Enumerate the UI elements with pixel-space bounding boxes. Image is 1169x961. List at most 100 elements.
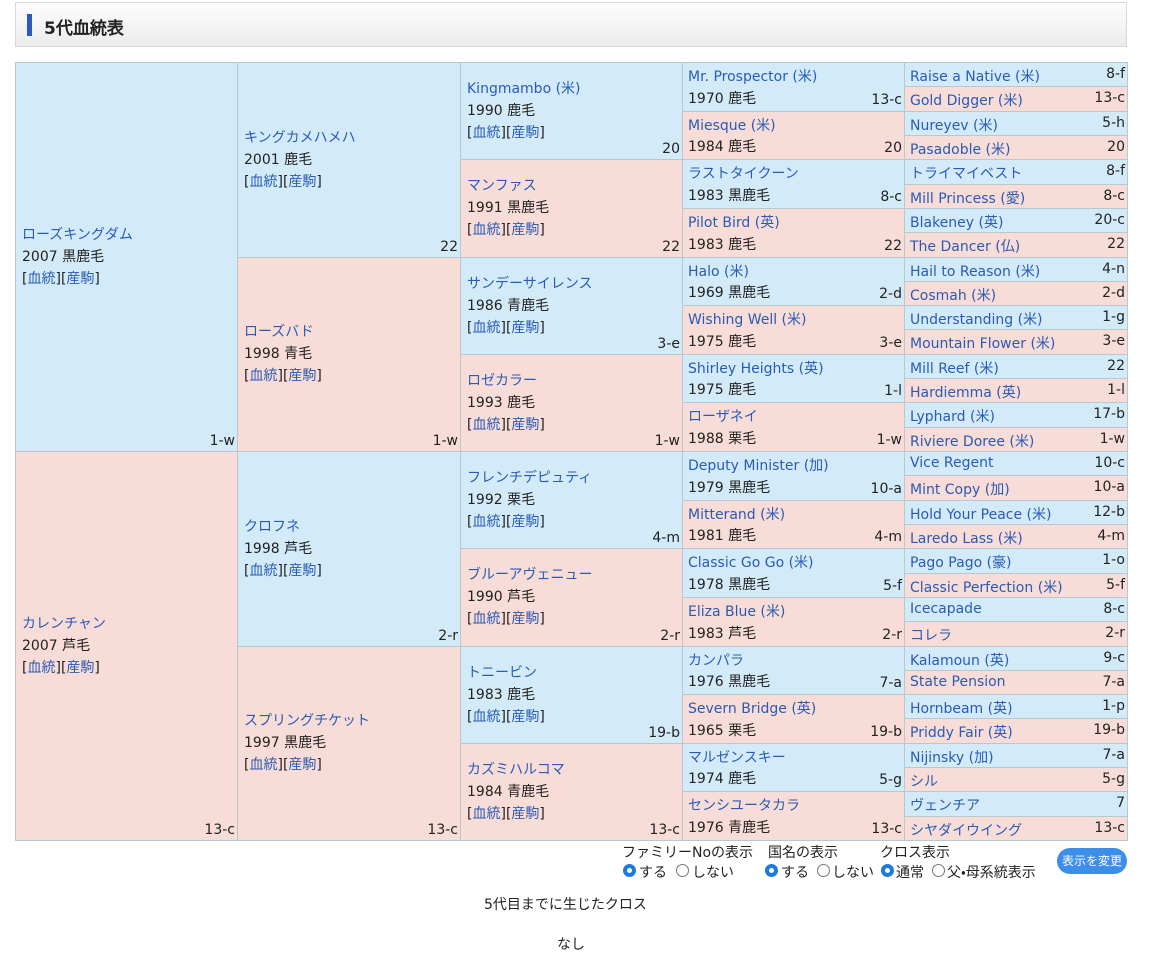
change-button[interactable]: 表示を変更 <box>1057 848 1127 874</box>
horse-name[interactable]: マンファス <box>467 178 537 195</box>
horse-name[interactable]: Riviere Doree (米) <box>910 433 1035 450</box>
link[interactable]: 血統 <box>472 805 501 822</box>
link[interactable]: 産駒 <box>66 660 95 676</box>
link[interactable]: 血統 <box>472 611 501 628</box>
horse-name[interactable]: Cosmah (米) <box>910 287 997 304</box>
horse-name[interactable]: カズミハルコマ <box>467 761 565 778</box>
option-text[interactable]: 父・母系統表示 <box>947 865 1036 881</box>
horse-name[interactable]: Kalamoun (英) <box>910 652 1010 669</box>
horse-name[interactable]: Hardiemma (英) <box>910 385 1022 402</box>
radio[interactable] <box>765 864 778 877</box>
link[interactable]: 血統 <box>249 173 278 190</box>
horse-name[interactable]: フレンチデピュティ <box>467 470 593 487</box>
horse-name[interactable]: Kingmambo (米) <box>467 81 581 98</box>
horse-name[interactable]: Mill Reef (米) <box>910 360 999 377</box>
horse-name[interactable]: Understanding (米) <box>910 312 1043 329</box>
horse-name[interactable]: クロフネ <box>244 518 300 535</box>
horse-name[interactable]: ラストタイクーン <box>688 166 799 183</box>
option-text[interactable]: 通常 <box>896 865 924 881</box>
link[interactable]: 血統 <box>472 416 501 433</box>
link[interactable]: 産駒 <box>288 757 317 774</box>
link[interactable]: 血統 <box>249 562 278 579</box>
horse-name[interactable]: Severn Bridge (英) <box>688 701 817 718</box>
horse-name[interactable]: Vice Regent <box>910 455 994 471</box>
radio[interactable] <box>623 864 636 877</box>
horse-name[interactable]: トライマイベスト <box>910 166 1023 183</box>
link[interactable]: 産駒 <box>288 368 317 385</box>
horse-name[interactable]: Hold Your Peace (米) <box>910 506 1052 523</box>
horse-name[interactable]: State Pension <box>910 673 1006 690</box>
horse-name[interactable]: サンデーサイレンス <box>467 275 593 292</box>
horse-name[interactable]: ブルーアヴェニュー <box>467 567 593 584</box>
link[interactable]: 産駒 <box>511 611 540 628</box>
horse-name[interactable]: Pilot Bird (英) <box>688 214 780 231</box>
horse-name[interactable]: カレンチャン <box>22 616 106 632</box>
link[interactable]: 産駒 <box>511 416 540 433</box>
horse-name[interactable]: Miesque (米) <box>688 117 776 134</box>
horse-name[interactable]: Mountain Flower (米) <box>910 336 1056 353</box>
option-text[interactable]: しない <box>832 865 874 881</box>
radio[interactable] <box>817 864 830 877</box>
horse-name[interactable]: Nijinsky (加) <box>910 749 994 766</box>
horse-name[interactable]: ヴェンチア <box>910 798 980 815</box>
horse-name[interactable]: Lyphard (米) <box>910 409 995 426</box>
horse-name[interactable]: Laredo Lass (米) <box>910 530 1023 547</box>
horse-name[interactable]: Hornbeam (英) <box>910 701 1013 718</box>
horse-name[interactable]: Hail to Reason (米) <box>910 263 1041 280</box>
link[interactable]: 血統 <box>472 125 501 142</box>
horse-name[interactable]: Classic Perfection (米) <box>910 579 1063 596</box>
option-text[interactable]: しない <box>692 865 734 881</box>
horse-name[interactable]: トニービン <box>467 664 537 681</box>
horse-name[interactable]: Icecapade <box>910 600 982 617</box>
horse-name[interactable]: ロゼカラー <box>467 372 537 389</box>
horse-name[interactable]: シヤダイウイング <box>910 822 1022 839</box>
horse-name[interactable]: ローズキングダム <box>22 227 133 243</box>
link[interactable]: 産駒 <box>511 125 540 142</box>
link[interactable]: 血統 <box>472 708 501 725</box>
link[interactable]: 産駒 <box>288 562 317 579</box>
radio[interactable] <box>676 864 689 877</box>
link[interactable]: 産駒 <box>288 173 317 190</box>
link[interactable]: 血統 <box>249 368 278 385</box>
link[interactable]: 血統 <box>472 222 501 239</box>
link[interactable]: 血統 <box>27 660 56 676</box>
horse-name[interactable]: Mr. Prospector (米) <box>688 69 818 85</box>
horse-name[interactable]: ローズバド <box>244 324 314 341</box>
horse-name[interactable]: Mitterand (米) <box>688 506 786 523</box>
horse-name[interactable]: シル <box>910 774 938 791</box>
horse-name[interactable]: Priddy Fair (英) <box>910 725 1013 742</box>
horse-name[interactable]: Shirley Heights (英) <box>688 360 824 377</box>
link[interactable]: 産駒 <box>511 708 540 725</box>
horse-name[interactable]: Wishing Well (米) <box>688 312 807 329</box>
option-text[interactable]: する <box>781 865 809 881</box>
horse-name[interactable]: Classic Go Go (米) <box>688 555 814 572</box>
horse-name[interactable]: コレラ <box>910 628 952 645</box>
link[interactable]: 血統 <box>249 757 278 774</box>
horse-name[interactable]: Raise a Native (米) <box>910 69 1040 85</box>
horse-name[interactable]: Nureyev (米) <box>910 117 998 134</box>
horse-name[interactable]: ローザネイ <box>688 409 758 426</box>
link[interactable]: 産駒 <box>511 514 540 531</box>
link[interactable]: 産駒 <box>511 222 540 239</box>
horse-name[interactable]: Mill Princess (愛) <box>910 190 1026 207</box>
horse-name[interactable]: Mint Copy (加) <box>910 482 1010 499</box>
horse-name[interactable]: スプリングチケット <box>244 713 370 730</box>
horse-name[interactable]: センシユータカラ <box>688 798 800 815</box>
horse-name[interactable]: Deputy Minister (加) <box>688 458 829 474</box>
horse-name[interactable]: キングカメハメハ <box>244 129 356 146</box>
link[interactable]: 血統 <box>472 319 501 336</box>
horse-name[interactable]: The Dancer (仏) <box>910 239 1021 256</box>
radio[interactable] <box>881 864 894 877</box>
horse-name[interactable]: Pago Pago (豪) <box>910 555 1012 572</box>
link[interactable]: 血統 <box>472 514 501 531</box>
horse-name[interactable]: Halo (米) <box>688 263 749 280</box>
horse-name[interactable]: Gold Digger (米) <box>910 93 1023 110</box>
horse-name[interactable]: Eliza Blue (米) <box>688 603 786 620</box>
horse-name[interactable]: マルゼンスキー <box>688 749 786 766</box>
link[interactable]: 血統 <box>27 271 56 287</box>
horse-name[interactable]: Pasadoble (米) <box>910 141 1011 158</box>
radio[interactable] <box>932 864 945 877</box>
link[interactable]: 産駒 <box>511 805 540 822</box>
option-text[interactable]: する <box>639 865 667 881</box>
horse-name[interactable]: Blakeney (英) <box>910 214 1004 231</box>
